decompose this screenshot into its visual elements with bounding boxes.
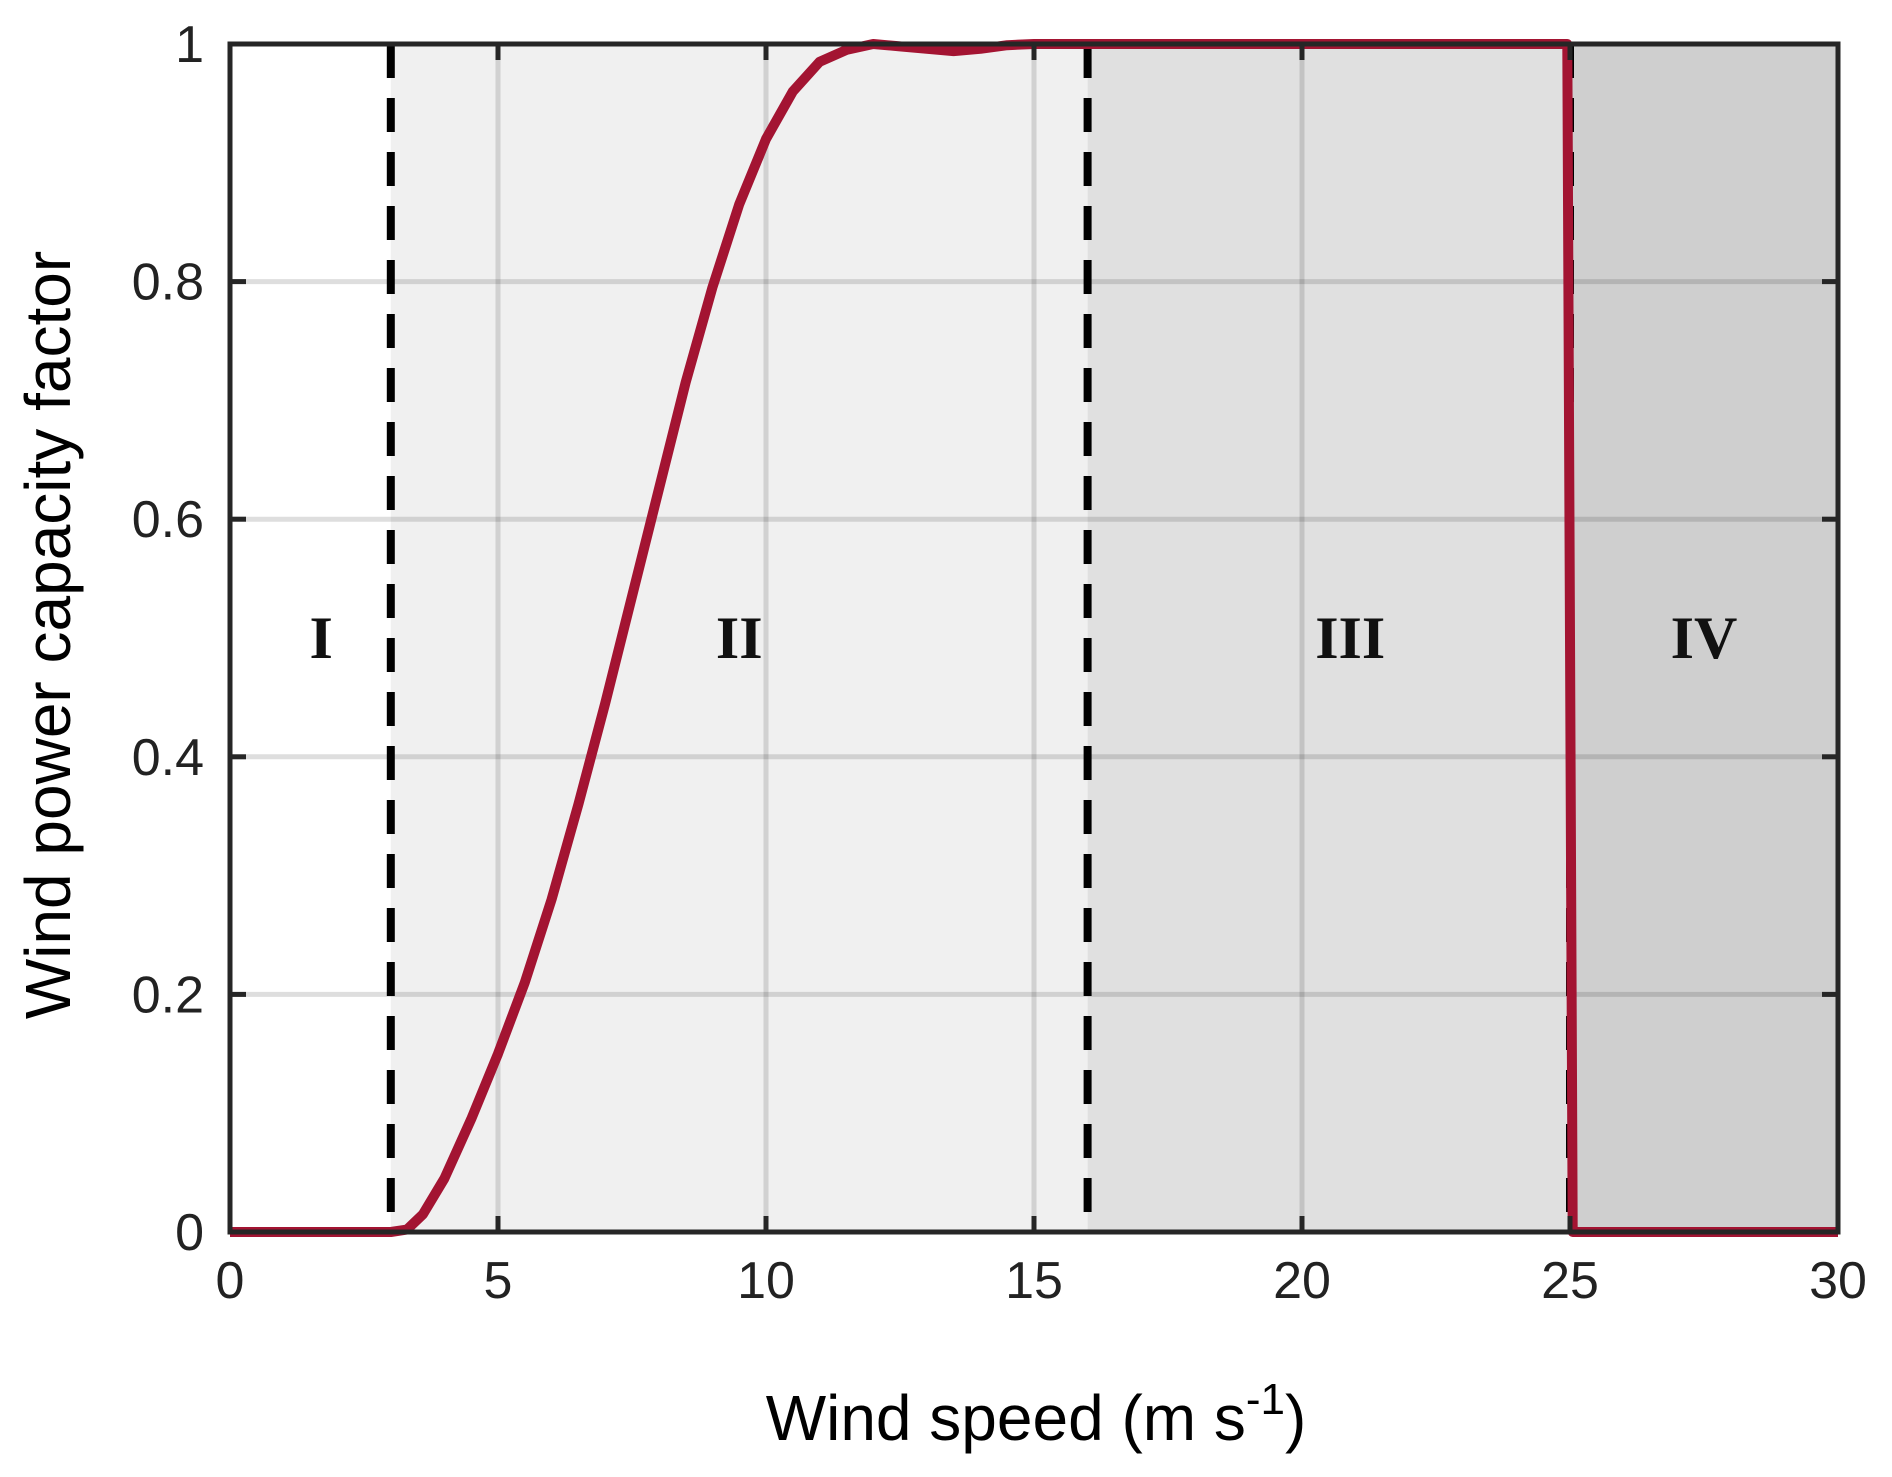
region-label: II xyxy=(716,605,763,671)
x-tick-labels: 0 5 10 15 20 25 30 xyxy=(216,1252,1867,1310)
x-tick-label: 15 xyxy=(1005,1252,1063,1310)
region-label: IV xyxy=(1671,605,1738,671)
x-tick-label: 25 xyxy=(1541,1252,1599,1310)
region-fill-1 xyxy=(230,44,391,1232)
region-fill-3 xyxy=(1087,44,1570,1232)
y-tick-label: 0.6 xyxy=(132,491,204,549)
x-tick-label: 10 xyxy=(737,1252,795,1310)
y-tick-labels: 0 0.2 0.4 0.6 0.8 1 xyxy=(132,16,204,1262)
region-label: III xyxy=(1315,605,1385,671)
y-tick-label: 1 xyxy=(175,16,204,74)
x-tick-label: 0 xyxy=(216,1252,245,1310)
x-tick-label: 20 xyxy=(1273,1252,1331,1310)
region-fills xyxy=(230,44,1838,1232)
x-tick-label: 5 xyxy=(484,1252,513,1310)
region-label: I xyxy=(309,605,332,671)
x-axis-title: Wind speed (m s-1) xyxy=(766,1375,1307,1454)
tick-marks xyxy=(227,41,1841,1235)
x-tick-label: 30 xyxy=(1809,1252,1867,1310)
y-tick-label: 0.2 xyxy=(132,966,204,1024)
y-tick-label: 0.8 xyxy=(132,254,204,312)
y-axis-title: Wind power capacity factor xyxy=(12,251,84,1019)
region-labels: I II III IV xyxy=(309,605,1737,671)
y-tick-label: 0.4 xyxy=(132,729,204,787)
y-tick-label: 0 xyxy=(175,1204,204,1262)
region-fill-4 xyxy=(1570,44,1838,1232)
